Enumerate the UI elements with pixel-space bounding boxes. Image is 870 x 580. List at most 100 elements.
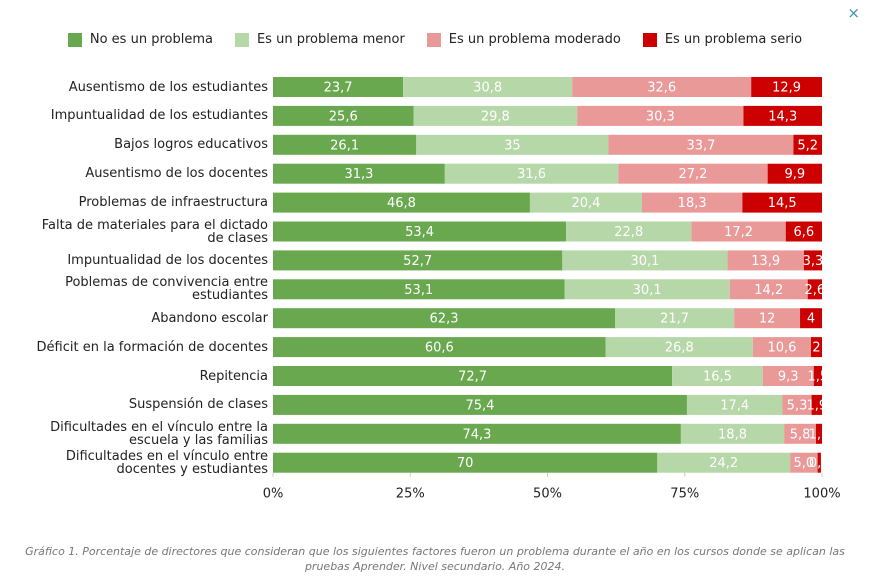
bar-segment	[727, 250, 804, 271]
bar-segment	[562, 250, 728, 271]
bar-segment	[790, 452, 818, 473]
bar-segment	[273, 221, 567, 242]
legend-item: Es un problema menor	[234, 32, 405, 47]
value-label: 53,4	[405, 225, 434, 240]
bar-segment	[273, 77, 404, 97]
value-label: 3,3	[803, 254, 824, 269]
category-label: Problemas de infraestructura	[78, 195, 268, 211]
value-label: 14,5	[768, 196, 797, 211]
value-label: 23,7	[324, 81, 353, 96]
bar-segment	[815, 423, 822, 444]
bar-segment	[273, 192, 530, 213]
bar-segment	[416, 134, 609, 155]
category-label: Poblemas de convivencia entre estudiante…	[65, 275, 268, 304]
x-tick-label: 25%	[396, 487, 425, 502]
bar-segment	[742, 192, 822, 213]
bar-segment	[273, 105, 414, 126]
value-label: 13,9	[751, 254, 780, 269]
bar-segment	[273, 250, 563, 271]
bar-segment	[686, 394, 783, 415]
value-label: 5,8	[790, 427, 811, 442]
bar-segment	[785, 221, 822, 242]
value-label: 20,4	[571, 196, 600, 211]
bar-segment	[273, 423, 681, 444]
bar-segment	[813, 366, 822, 386]
bar-segment	[793, 134, 822, 155]
bar-segment	[273, 337, 606, 358]
value-label: 31,6	[517, 167, 546, 182]
bar-segment	[811, 337, 822, 358]
legend-swatch	[67, 32, 82, 47]
category-label: Impuntualidad de los estudiantes	[50, 108, 268, 124]
category-label: Repitencia	[199, 368, 268, 384]
bar-segment	[807, 279, 822, 300]
bar-segment	[273, 308, 616, 329]
value-label: 72,7	[458, 370, 487, 385]
bar-segment	[767, 163, 822, 184]
value-label: 26,8	[665, 341, 694, 356]
bar-segment	[273, 452, 658, 473]
legend-item: Es un problema moderado	[426, 32, 621, 47]
value-label: 33,7	[686, 138, 715, 153]
bar-segment	[657, 452, 791, 473]
category-label: Bajos logros educativos	[114, 137, 268, 153]
category-label: Dificultades en el vínculo entre la escu…	[50, 419, 268, 448]
value-label: 1,5	[808, 370, 829, 385]
value-label: 60,6	[425, 341, 454, 356]
bar-segment	[641, 192, 743, 213]
legend-label: Es un problema moderado	[448, 32, 621, 47]
bar-segment	[811, 394, 822, 415]
bar-segment	[672, 366, 763, 386]
category-label: Impuntualidad de los docentes	[67, 252, 268, 268]
bar-segment	[762, 366, 814, 386]
bar-segment	[566, 221, 692, 242]
category-label: Falta de materiales para el dictado de c…	[41, 217, 268, 246]
x-tick-label: 50%	[533, 487, 562, 502]
value-label: 18,3	[678, 196, 707, 211]
category-label: Ausentismo de los estudiantes	[68, 79, 268, 95]
value-label: 46,8	[387, 196, 416, 211]
x-tick-label: 75%	[670, 487, 699, 502]
bar-segment	[273, 279, 565, 300]
bar-segment	[564, 279, 730, 300]
value-label: 17,2	[724, 225, 753, 240]
category-label: Suspensión de clases	[128, 397, 268, 413]
bar-segment	[817, 452, 821, 473]
value-label: 30,1	[633, 283, 662, 298]
value-label: 22,8	[614, 225, 643, 240]
value-label: 32,6	[647, 81, 676, 96]
bar-segment	[743, 105, 822, 126]
category-label: Abandono escolar	[151, 310, 268, 326]
value-label: 6,6	[794, 225, 815, 240]
value-label: 1,9	[806, 398, 827, 413]
bar-segment	[729, 279, 808, 300]
bar-segment	[608, 134, 794, 155]
value-label: 30,1	[630, 254, 659, 269]
bar-segment	[273, 134, 417, 155]
value-label: 2	[812, 341, 820, 356]
bar-segment	[752, 337, 812, 358]
bar-segment	[803, 250, 822, 271]
close-button[interactable]: ×	[847, 4, 860, 22]
legend-swatch	[426, 32, 441, 47]
value-label: 24,2	[709, 456, 738, 471]
value-label: 0,6	[809, 456, 830, 471]
value-label: 9,3	[778, 370, 799, 385]
bar-segment	[691, 221, 786, 242]
bar-segment	[605, 337, 753, 358]
x-tick-label: 100%	[803, 487, 840, 502]
bar-segment	[615, 308, 735, 329]
value-label: 14,2	[754, 283, 783, 298]
bar-segment	[403, 77, 573, 97]
value-label: 70	[457, 456, 474, 471]
legend-swatch	[642, 32, 657, 47]
value-label: 10,6	[767, 341, 796, 356]
value-label: 35	[504, 138, 521, 153]
value-label: 4	[807, 312, 815, 327]
bar-segment	[529, 192, 642, 213]
legend-swatch	[234, 32, 249, 47]
value-label: 75,4	[465, 398, 494, 413]
bar-segment	[782, 394, 812, 415]
bar-segment	[734, 308, 801, 329]
